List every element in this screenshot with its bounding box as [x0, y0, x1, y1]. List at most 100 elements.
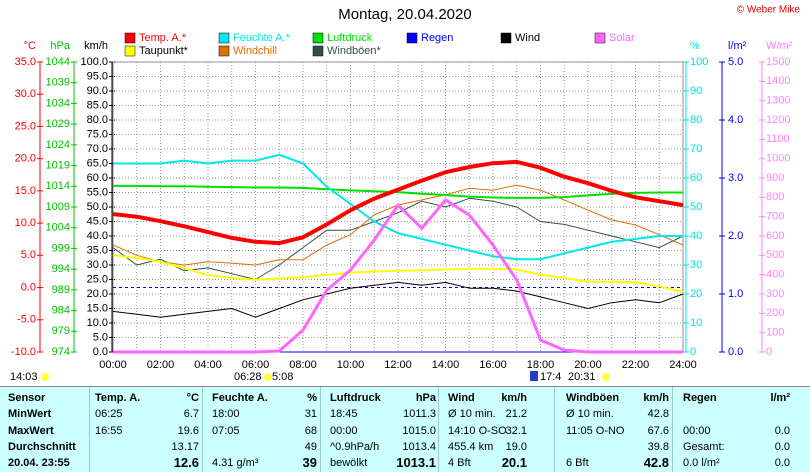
table-cell: km/h — [643, 392, 669, 404]
sun-moon-time: 17:4 — [540, 371, 561, 383]
table-cell: Sensor — [8, 392, 46, 404]
y-tick-label: 300 — [766, 288, 784, 300]
y-tick-label: 1019 — [46, 159, 70, 171]
legend-swatch — [124, 45, 136, 57]
y-tick-label: 2.0 — [728, 230, 743, 242]
table-cell: 20.04. 23:55 — [8, 457, 70, 470]
x-tick-label: 14:00 — [432, 359, 460, 371]
y-tick-label: 95.0 — [87, 70, 108, 82]
y-tick-label: 0 — [766, 346, 772, 358]
y-tick-label: 1100 — [766, 133, 790, 145]
y-tick-label: 900 — [766, 172, 784, 184]
table-cell: 39.8 — [647, 440, 669, 453]
legend-label: Windchill — [233, 45, 277, 57]
y-tick-label: 1009 — [46, 201, 70, 213]
y-tick-label: 1300 — [766, 95, 790, 107]
table-cell: 49 — [304, 440, 317, 453]
axis-unit: % — [690, 40, 700, 52]
table-cell: 455.4 km — [448, 440, 494, 453]
sun-icon — [602, 373, 610, 381]
y-tick-label: 100.0 — [80, 56, 108, 68]
y-tick-label: 5.0 — [21, 249, 36, 261]
y-tick-label: 30 — [690, 259, 702, 271]
y-tick-label: 1200 — [766, 114, 790, 126]
y-tick-label: 55.0 — [87, 186, 108, 198]
y-tick-label: 20 — [690, 288, 702, 300]
chart: Montag, 20.04.2020 © Weber Mike °C -10.0 -… — [10, 5, 800, 383]
y-tick-label: 80.0 — [87, 114, 108, 126]
axis-unit: W/m² — [766, 40, 793, 52]
sun-icon — [264, 373, 272, 381]
y-tick-label: 20.0 — [87, 288, 108, 300]
table-cell: 0.0 — [774, 424, 790, 437]
legend-swatch — [312, 45, 324, 57]
legend-label: Regen — [421, 32, 453, 44]
y-tick-label: -10.0 — [11, 346, 36, 358]
table-cell: 12.6 — [173, 455, 199, 471]
legend-label: Wind — [515, 32, 540, 44]
y-tick-label: 70.0 — [87, 143, 108, 155]
y-tick-label: 90.0 — [87, 85, 108, 97]
y-tick-label: 1039 — [46, 77, 70, 89]
table-cell: ^0.9hPa/h — [330, 440, 380, 453]
legend-swatch — [312, 32, 324, 44]
legend-swatch — [124, 32, 136, 44]
y-tick-label: 600 — [766, 230, 784, 242]
y-tick-label: 800 — [766, 191, 784, 203]
table-cell: 1013.1 — [396, 455, 436, 471]
series-line — [113, 198, 683, 354]
x-tick-label: 12:00 — [384, 359, 412, 371]
table-cell: Temp. A. — [95, 392, 141, 404]
series-line — [112, 254, 684, 294]
y-tick-label: 15.0 — [87, 302, 108, 314]
table-cell: MaxWert — [8, 424, 54, 437]
table-cell: 67.6 — [647, 424, 669, 437]
y-tick-label: 15.0 — [15, 185, 36, 197]
table-cell: 0.0 — [774, 457, 790, 470]
y-tick-label: 4.0 — [728, 114, 743, 126]
y-tick-label: 25.0 — [87, 273, 108, 285]
x-tick-label: 10:00 — [337, 359, 365, 371]
y-tick-label: 100 — [690, 56, 708, 68]
table-cell: km/h — [501, 392, 527, 404]
legend-label: Taupunkt* — [139, 45, 189, 57]
y-tick-label: 1044 — [46, 56, 70, 68]
y-tick-label: 90 — [690, 85, 702, 97]
y-tick-label: 45.0 — [87, 215, 108, 227]
x-tick-label: 04:00 — [194, 359, 222, 371]
y-tick-label: 50 — [690, 201, 702, 213]
y-tick-label: 994 — [52, 263, 70, 275]
y-tick-label: 0 — [690, 346, 696, 358]
table-cell: 4.31 g/m³ — [212, 457, 259, 470]
table-cell: Windböen — [566, 392, 620, 404]
y-tick-label: 1024 — [46, 139, 70, 151]
table-cell: 32.1 — [505, 424, 527, 437]
table-cell: 07:05 — [212, 424, 240, 437]
y-tick-label: 700 — [766, 211, 784, 223]
y-tick-label: 3.0 — [728, 172, 743, 184]
y-tick-label: 50.0 — [87, 201, 108, 213]
y-tick-label: 1.0 — [728, 288, 743, 300]
axis-unit: °C — [24, 40, 36, 52]
x-tick-label: 06:00 — [242, 359, 270, 371]
x-tick-label: 08:00 — [289, 359, 317, 371]
y-tick-label: 80 — [690, 114, 702, 126]
y-tick-label: 0.0 — [93, 346, 108, 358]
y-tick-label: 40.0 — [87, 230, 108, 242]
y-tick-label: 999 — [52, 242, 70, 254]
x-tick-label: 20:00 — [574, 359, 602, 371]
table-cell: % — [307, 392, 317, 404]
sun-moon-time: 5:08 — [272, 371, 293, 383]
table-cell: 20.1 — [501, 455, 527, 471]
y-tick-label: 35.0 — [87, 244, 108, 256]
moon-icon — [530, 371, 538, 381]
table-cell: Gesamt: — [683, 440, 725, 453]
table-cell: 00:00 — [330, 424, 358, 437]
table-cell: 06:25 — [95, 408, 123, 421]
series-line — [112, 281, 684, 318]
table-cell: 00:00 — [683, 424, 711, 437]
series-line — [112, 159, 684, 246]
x-tick-label: 02:00 — [147, 359, 175, 371]
table-cell: 6.7 — [183, 408, 199, 421]
y-tick-label: 1029 — [46, 118, 70, 130]
